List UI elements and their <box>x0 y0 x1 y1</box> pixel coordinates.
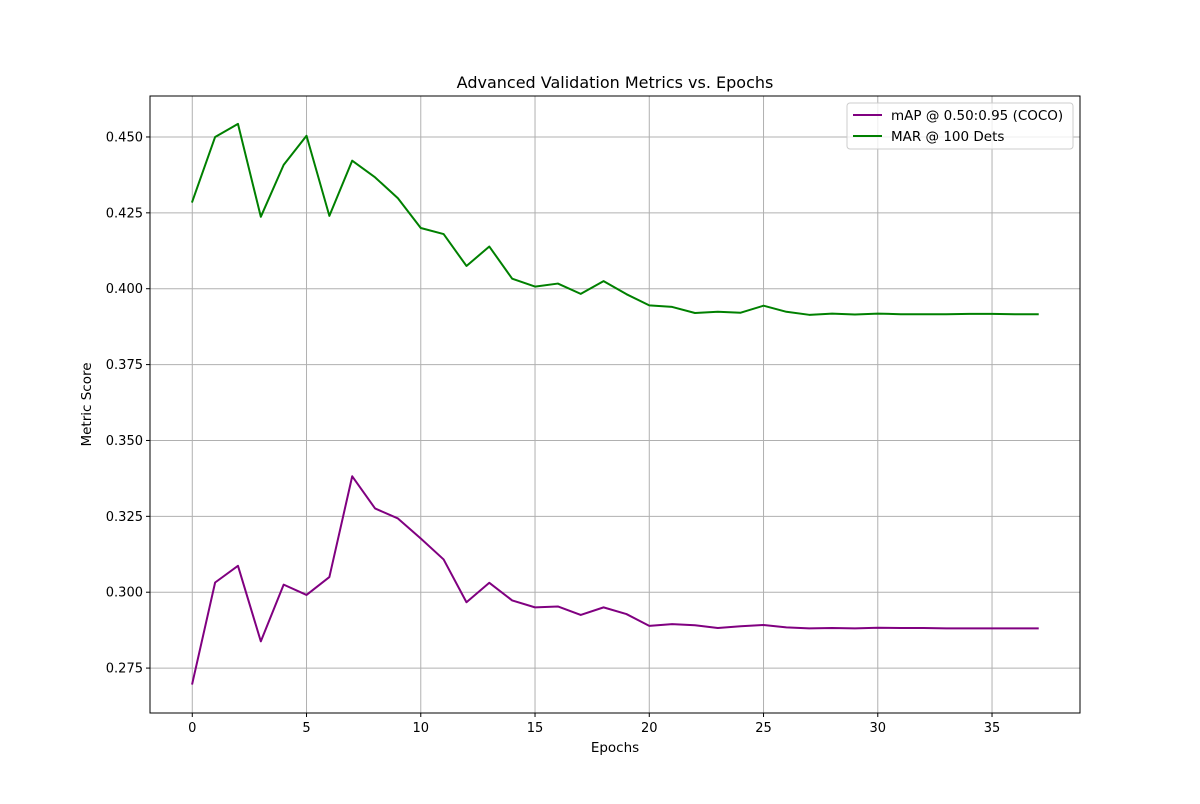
x-tick-label: 5 <box>302 721 310 736</box>
x-axis-label: Epochs <box>591 740 639 756</box>
y-tick-label: 0.450 <box>106 130 143 145</box>
legend-label-map: mAP @ 0.50:0.95 (COCO) <box>891 108 1063 124</box>
y-axis-label: Metric Score <box>79 362 95 446</box>
chart-title: Advanced Validation Metrics vs. Epochs <box>457 73 774 92</box>
legend-label-mar: MAR @ 100 Dets <box>891 129 1004 145</box>
axis-ticks: 0 5 10 15 20 25 30 35 0.275 0.300 0.325 0.350 0.375 0… <box>106 130 1001 736</box>
x-tick-label: 30 <box>870 721 887 736</box>
x-tick-label: 15 <box>527 721 544 736</box>
plot-frame <box>149 95 1081 714</box>
x-tick-label: 10 <box>413 721 430 736</box>
grid <box>150 96 1080 713</box>
legend: mAP @ 0.50:0.95 (COCO) MAR @ 100 Dets <box>846 102 1074 150</box>
x-tick-label: 20 <box>641 721 658 736</box>
x-tick-label: 35 <box>984 721 1001 736</box>
x-tick-label: 0 <box>188 721 196 736</box>
y-tick-label: 0.375 <box>106 358 143 373</box>
y-tick-label: 0.350 <box>106 434 143 449</box>
y-tick-label: 0.425 <box>106 206 143 221</box>
series-line-mar <box>190 122 1039 316</box>
series-line-map <box>191 475 1039 685</box>
x-tick-label: 25 <box>755 721 772 736</box>
y-tick-label: 0.400 <box>106 282 143 297</box>
y-tick-label: 0.325 <box>106 510 143 525</box>
series-lines <box>190 122 1039 685</box>
legend-box <box>846 102 1074 150</box>
y-tick-label: 0.275 <box>106 662 143 677</box>
y-tick-label: 0.300 <box>106 586 143 601</box>
